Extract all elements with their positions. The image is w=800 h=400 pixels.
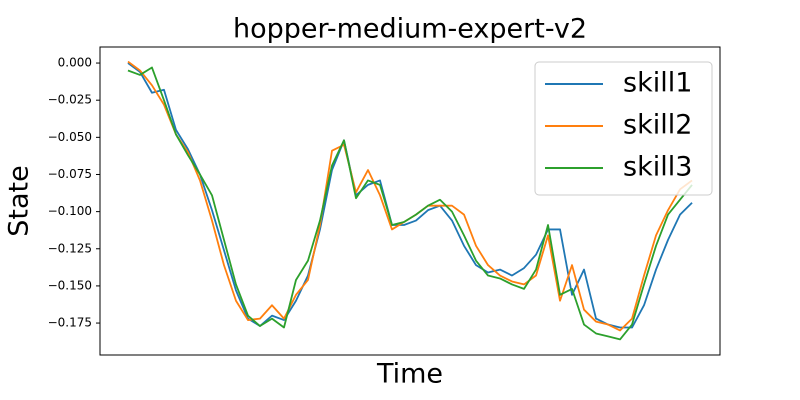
legend-label: skill3 — [623, 152, 692, 183]
y-tick-label: 0.000 — [58, 56, 92, 70]
y-tick-label: −0.175 — [48, 316, 92, 330]
legend-label: skill2 — [623, 110, 692, 141]
x-axis-label: Time — [376, 359, 443, 390]
y-tick-label: −0.100 — [48, 204, 92, 218]
y-tick-label: −0.125 — [48, 241, 92, 255]
y-tick-label: −0.025 — [48, 93, 92, 107]
y-axis-label: State — [4, 165, 35, 236]
legend-box — [534, 61, 713, 196]
series-line — [127, 62, 693, 329]
legend-label: skill1 — [623, 68, 692, 99]
plot-frame — [99, 46, 721, 356]
series-line — [127, 66, 693, 341]
y-tick-label: −0.150 — [48, 278, 92, 292]
y-tick-label: −0.050 — [48, 130, 92, 144]
chart-title: hopper-medium-expert-v2 — [233, 14, 587, 45]
y-tick-label: −0.075 — [48, 167, 92, 181]
